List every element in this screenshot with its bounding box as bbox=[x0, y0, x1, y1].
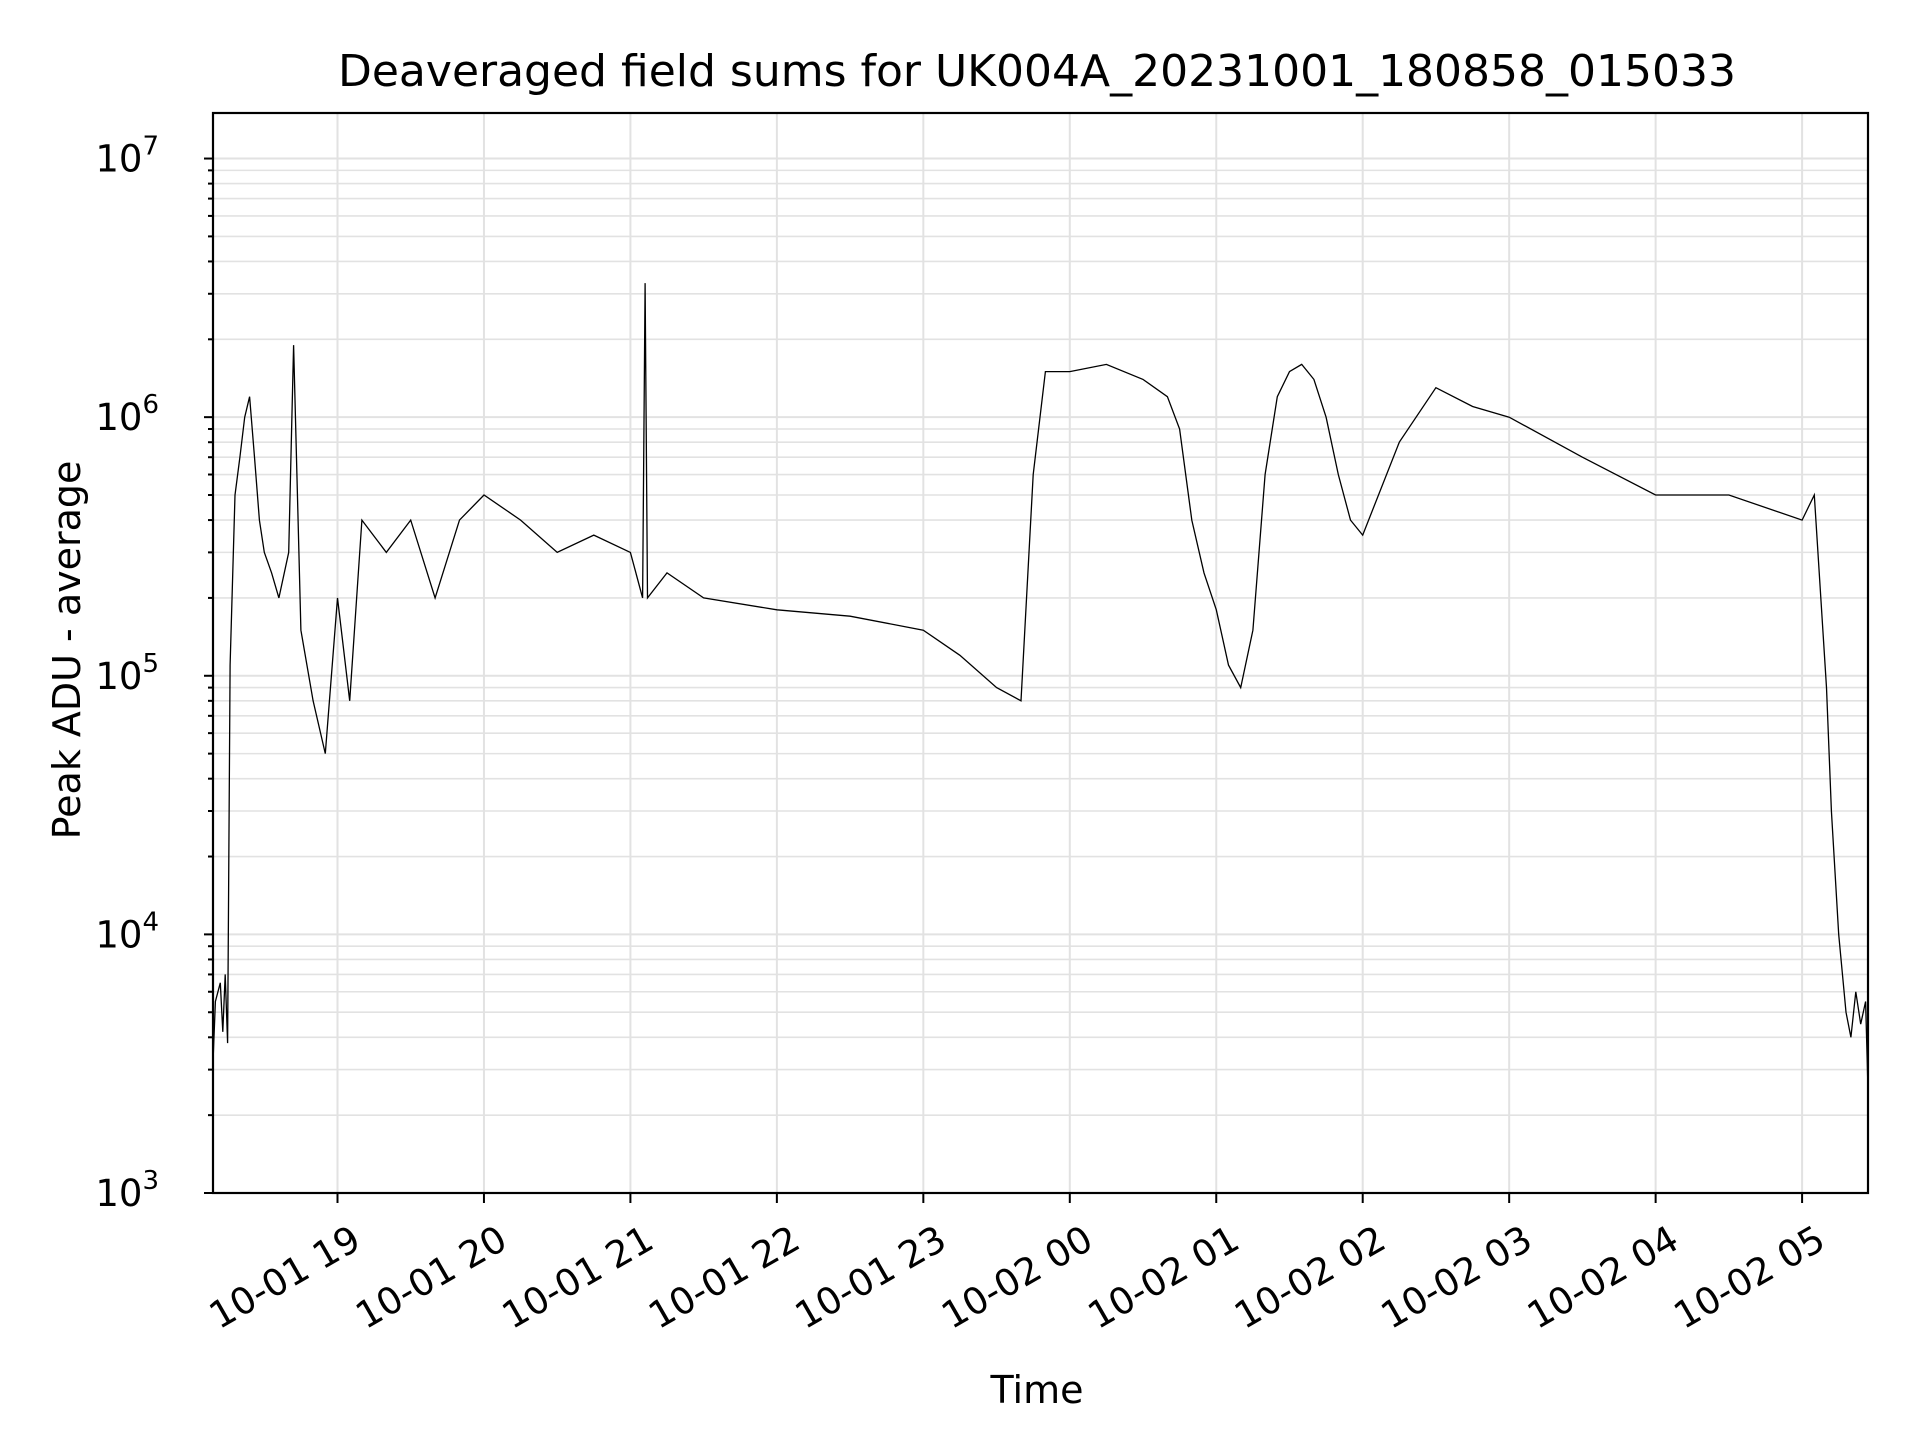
plot-frame bbox=[211, 111, 1870, 1195]
series-line bbox=[213, 283, 1868, 1091]
series-layer bbox=[213, 283, 1868, 1091]
grid bbox=[213, 113, 1868, 1194]
x-axis-label: Time bbox=[990, 1368, 1084, 1412]
chart-title: Deaveraged field sums for UK004A_2023100… bbox=[338, 46, 1736, 97]
y-axis-label: Peak ADU - average bbox=[45, 461, 89, 840]
